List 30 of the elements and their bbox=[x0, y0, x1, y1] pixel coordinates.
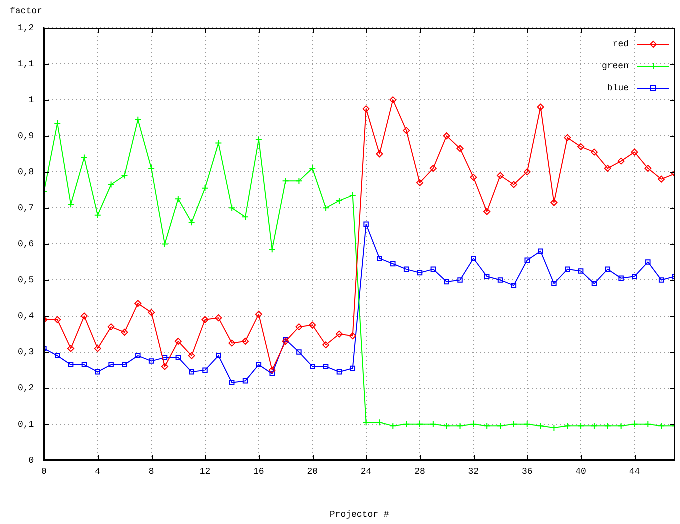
x-tick-label: 16 bbox=[254, 467, 264, 478]
legend-label: blue bbox=[607, 83, 629, 94]
x-tick-label: 32 bbox=[468, 467, 480, 478]
y-tick-label: 1 bbox=[28, 95, 34, 106]
legend-label: green bbox=[602, 61, 629, 72]
x-tick-label: 0 bbox=[42, 467, 47, 478]
y-tick-label: 1,1 bbox=[18, 59, 34, 70]
y-tick-label: 0,3 bbox=[18, 348, 34, 358]
y-tick-label: 0,4 bbox=[18, 312, 34, 322]
x-tick-label: 20 bbox=[307, 467, 318, 478]
x-tick-label: 12 bbox=[200, 467, 211, 478]
y-tick-label: 0,6 bbox=[18, 240, 34, 250]
y-tick-label: 0 bbox=[28, 456, 34, 466]
y-tick-label: 1,2 bbox=[18, 23, 34, 34]
y-tick-label: 0,8 bbox=[18, 168, 34, 178]
y-tick-label: 0,9 bbox=[18, 131, 34, 142]
legend-label: red bbox=[612, 39, 629, 50]
x-tick-label: 44 bbox=[629, 467, 640, 478]
x-tick-label: 36 bbox=[522, 467, 533, 478]
y-tick-label: 0,2 bbox=[18, 384, 34, 394]
y-tick-label: 0,5 bbox=[18, 276, 34, 286]
y-tick-label: 0,1 bbox=[18, 420, 34, 430]
x-axis-title: Projector # bbox=[330, 510, 390, 520]
x-tick-label: 8 bbox=[148, 467, 154, 478]
x-tick-label: 4 bbox=[95, 467, 101, 478]
x-tick-label: 40 bbox=[576, 467, 586, 478]
x-tick-label: 24 bbox=[360, 467, 372, 478]
y-tick-label: 0,7 bbox=[18, 204, 34, 214]
y-axis-title: factor bbox=[10, 6, 42, 16]
x-tick-label: 28 bbox=[414, 467, 426, 478]
